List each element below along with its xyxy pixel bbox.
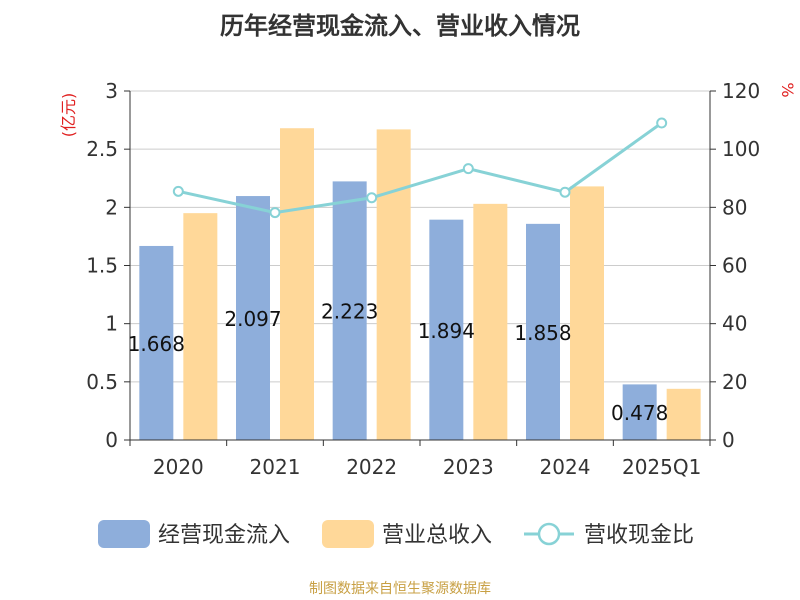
x-axis-tick-label: 2024: [540, 455, 591, 479]
legend-label: 经营现金流入: [158, 523, 290, 548]
data-labels: 1.668 2.097 2.223 1.894 1.858 0.478: [128, 300, 669, 426]
left-axis-tick-label: 2: [105, 195, 118, 219]
bar-data-label: 2.097: [224, 307, 281, 331]
left-axis-tick-label: 2.5: [86, 137, 118, 161]
bar-revenue: [183, 213, 218, 440]
bar-cash-inflow: [236, 196, 270, 440]
legend: 经营现金流入 营业总收入 营收现金比: [98, 520, 694, 548]
left-axis-tick-label: 1.5: [86, 254, 118, 278]
right-axis-tick-label: 60: [722, 254, 747, 278]
ratio-line-path: [178, 121, 663, 215]
x-axis-tick-label: 2025Q1: [622, 455, 701, 479]
x-axis-tick-label: 2022: [346, 455, 397, 479]
legend-label: 营收现金比: [584, 523, 694, 548]
ratio-point: [269, 207, 281, 219]
right-axis-tick-label: 0: [722, 428, 735, 452]
ratio-point: [462, 163, 474, 175]
ratio-point: [366, 192, 378, 204]
legend-swatch: [98, 520, 150, 548]
bar-revenue: [570, 186, 604, 440]
bar-cash-inflow: [622, 384, 657, 440]
chart-title: 历年经营现金流入、营业收入情况: [220, 12, 580, 40]
legend-marker: [537, 522, 561, 546]
legend-swatch: [322, 520, 374, 548]
bar-revenue: [666, 388, 701, 440]
legend-label: 营业总收入: [382, 523, 492, 548]
right-axis-tick-label: 80: [722, 195, 747, 219]
left-axis-title: (亿元): [59, 93, 78, 138]
right-axis-tick-label: 40: [722, 312, 747, 336]
bar-revenue: [473, 203, 508, 440]
left-axis-tick-label: 0: [105, 428, 118, 452]
left-axis-tick-label: 3: [105, 79, 118, 103]
right-axis-tick-label: 20: [722, 370, 747, 394]
bars: [139, 128, 701, 441]
right-axis-tick-label: 120: [722, 79, 760, 103]
bar-data-label: 2.223: [321, 300, 378, 324]
source-footer: 制图数据来自恒生聚源数据库: [309, 581, 491, 597]
ratio-point: [656, 117, 668, 129]
bar-cash-inflow: [332, 181, 367, 441]
x-axis-tick-label: 2020: [153, 455, 204, 479]
bar-data-label: 1.668: [128, 332, 185, 356]
right-axis-tick-label: 100: [722, 137, 760, 161]
x-axis-tick-label: 2021: [250, 455, 301, 479]
right-axis-title: %: [778, 82, 797, 97]
ratio-line: [172, 117, 668, 219]
bar-cash-inflow: [429, 219, 464, 440]
bar-data-label: 1.858: [514, 321, 571, 345]
ratio-point: [172, 185, 184, 197]
bar-revenue: [280, 128, 314, 440]
bar-cash-inflow: [526, 223, 560, 440]
ratio-point: [559, 186, 571, 198]
bar-data-label: 0.478: [611, 401, 668, 425]
left-axis-tick-label: 0.5: [86, 370, 118, 394]
x-axis-tick-label: 2023: [443, 455, 494, 479]
bar-cash-inflow: [139, 245, 174, 440]
grid-lines: [130, 90, 710, 383]
left-axis-tick-label: 1: [105, 312, 118, 336]
bar-data-label: 1.894: [418, 319, 475, 343]
axes: 0 0.5 1 1.5 2 2.5 3 0 20 40 60 80 100 120 2020 2021 2022…: [59, 79, 797, 479]
bar-revenue: [376, 129, 411, 440]
